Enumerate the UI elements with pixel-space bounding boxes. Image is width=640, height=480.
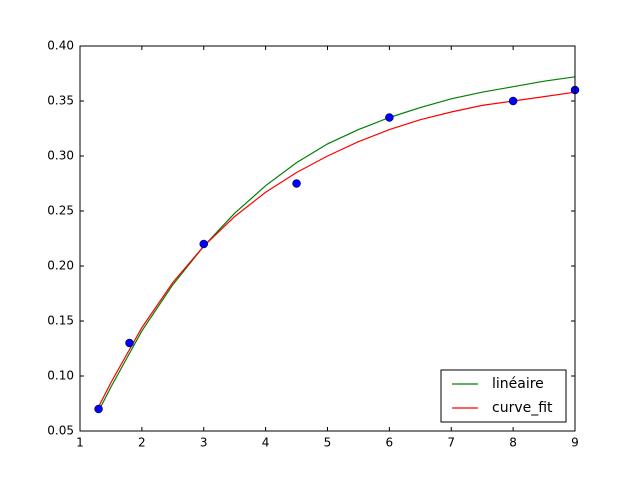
legend-label: linéaire — [492, 376, 544, 392]
y-tick-label: 0.20 — [47, 259, 74, 273]
x-tick-label: 4 — [262, 436, 270, 450]
y-tick-label: 0.10 — [47, 369, 74, 383]
y-tick-label: 0.40 — [47, 39, 74, 53]
line-series — [98, 91, 576, 408]
data-point — [508, 96, 518, 106]
x-tick-label: 6 — [386, 436, 394, 450]
y-tick-label: 0.35 — [47, 94, 74, 108]
y-tick-label: 0.15 — [47, 314, 74, 328]
x-tick-label: 5 — [324, 436, 332, 450]
legend-box — [440, 369, 567, 423]
x-tick-label: 1 — [76, 436, 84, 450]
x-tick-label: 3 — [200, 436, 208, 450]
plot-frame — [79, 45, 576, 432]
line-series — [98, 76, 576, 412]
y-tick-label: 0.25 — [47, 204, 74, 218]
y-tick-label: 0.30 — [47, 149, 74, 163]
y-tick-label: 0.05 — [47, 424, 74, 438]
x-tick-label: 7 — [447, 436, 455, 450]
data-point — [292, 179, 301, 188]
legend-label: curve_fit — [492, 400, 553, 416]
data-point — [125, 338, 134, 348]
x-tick-label: 9 — [571, 436, 579, 450]
data-point — [199, 239, 208, 249]
x-tick-label: 8 — [509, 436, 517, 450]
data-point — [385, 113, 394, 122]
x-tick-label: 2 — [138, 436, 146, 450]
data-point — [94, 404, 103, 414]
